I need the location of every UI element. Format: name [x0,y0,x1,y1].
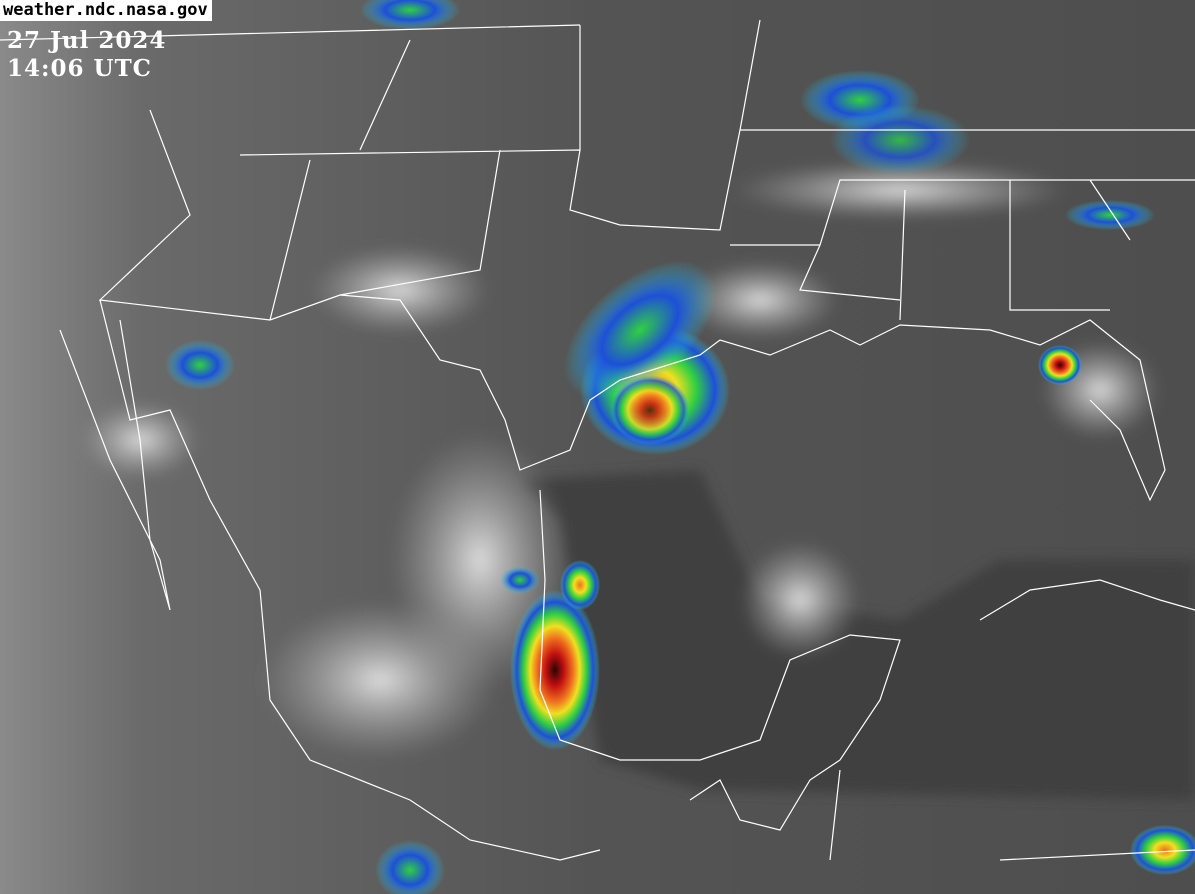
source-label: weather.ndc.nasa.gov [0,0,212,21]
cloud-cover [80,160,1160,760]
gulf-water [520,470,1195,800]
political-boundaries [0,19,1195,861]
date-label: 27 Jul 2024 [7,27,167,54]
time-label: 14:06 UTC [7,55,152,82]
